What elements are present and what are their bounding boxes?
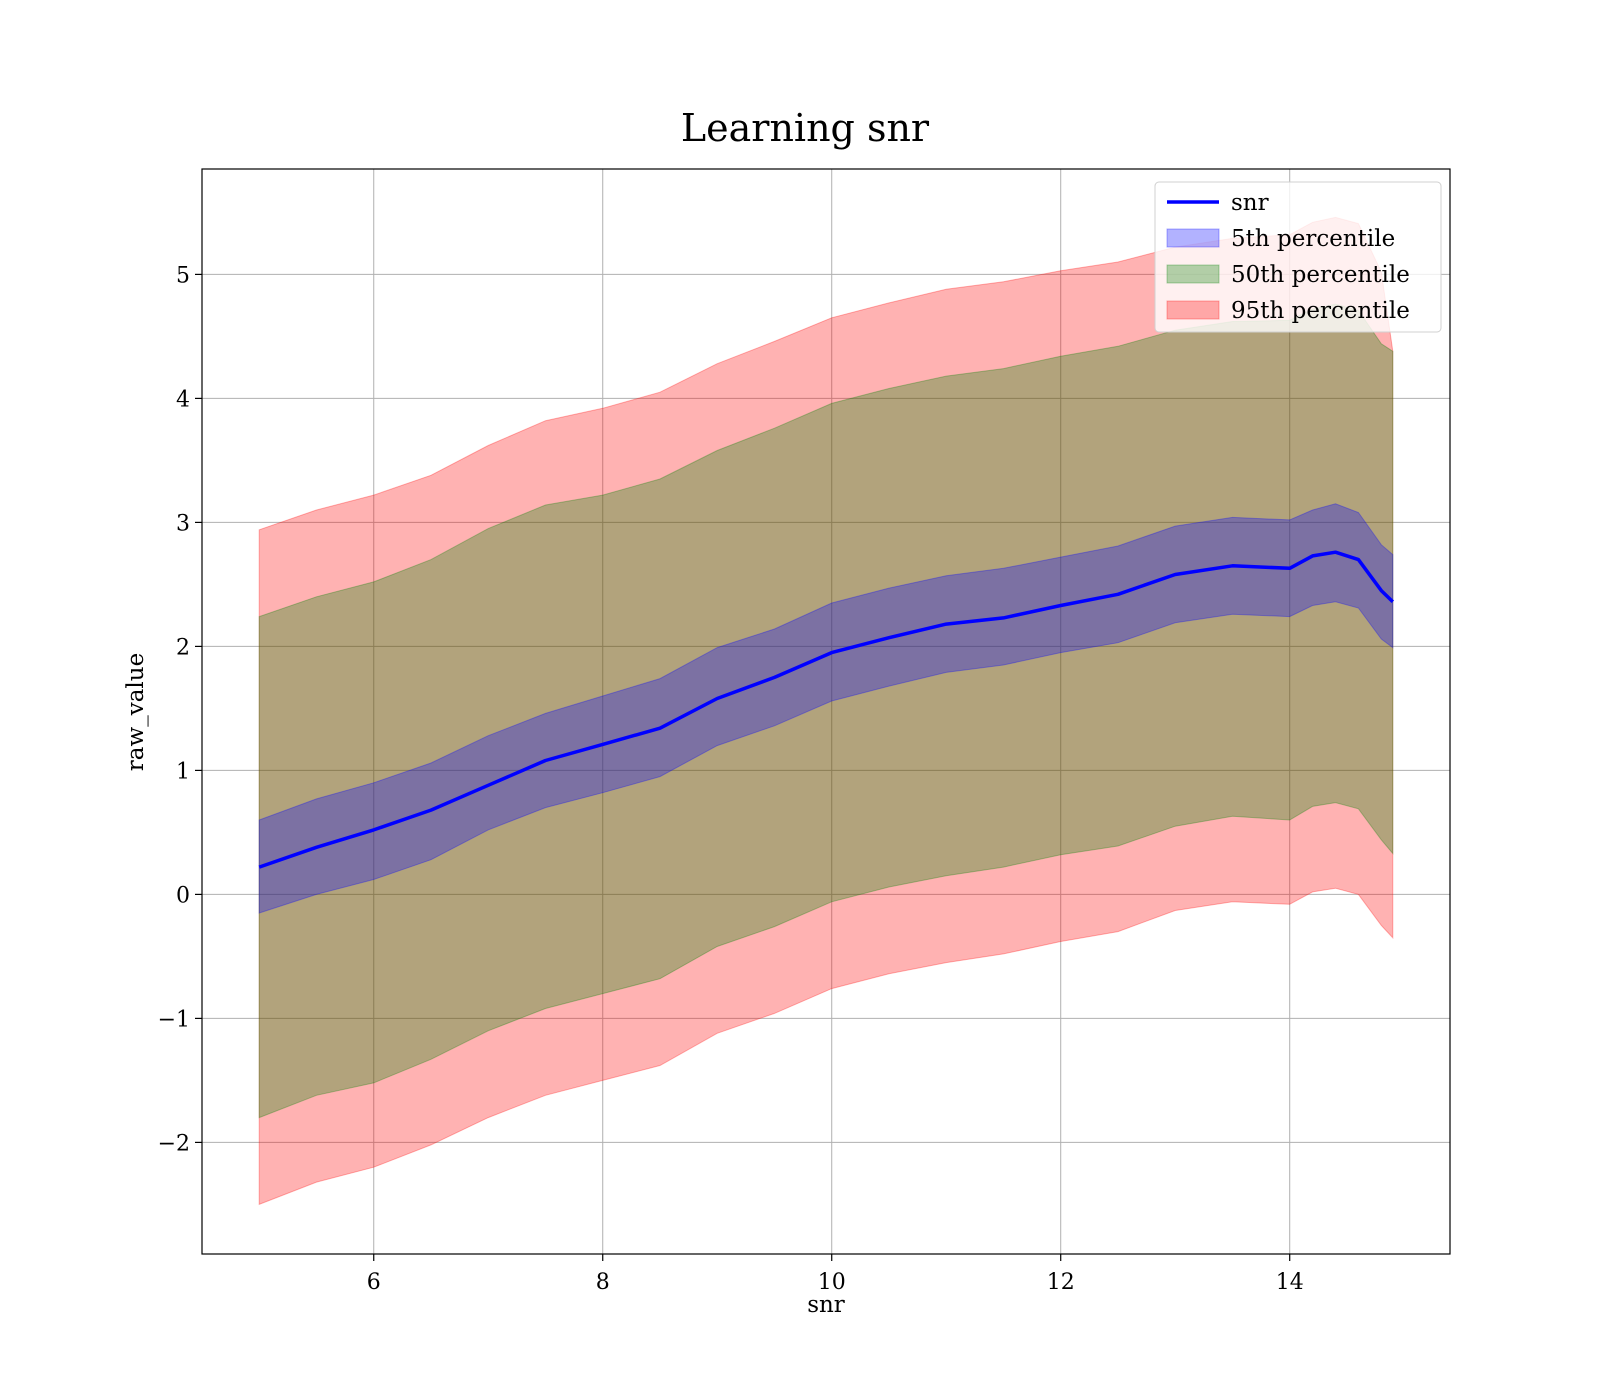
x-tick-label: 8 [596, 1270, 610, 1295]
band-50th-percentile [258, 303, 1394, 1119]
x-tick-label: 6 [367, 1270, 381, 1295]
legend-swatch-patch [1166, 264, 1220, 284]
y-tick-label: 3 [176, 511, 190, 536]
plot-frame [201, 168, 1451, 1255]
band-95th-percentile [258, 216, 1394, 1206]
y-tick-label: 5 [176, 263, 190, 288]
legend-label: snr [1231, 190, 1269, 216]
y-tick-label: 2 [176, 635, 190, 660]
legend-swatch-patch [1166, 300, 1220, 320]
legend-label: 5th percentile [1231, 226, 1395, 252]
legend-label: 50th percentile [1231, 262, 1410, 288]
x-tick-label: 10 [818, 1270, 846, 1295]
y-tick-label: 0 [176, 883, 190, 908]
y-tick-label: 1 [176, 759, 190, 784]
x-tick-label: 14 [1276, 1270, 1304, 1295]
y-tick-label: −2 [158, 1131, 190, 1156]
series-line-snr [258, 550, 1395, 869]
legend-box [1154, 181, 1442, 333]
percentile-bands [258, 216, 1394, 1206]
series-lines [258, 550, 1395, 869]
x-axis-ticks: 6 8 10 12 14 [367, 1254, 1304, 1295]
legend-swatch-patch [1166, 228, 1220, 248]
legend-label: 95th percentile [1231, 298, 1410, 324]
x-axis-label: snr [807, 1292, 845, 1318]
y-tick-label: 4 [176, 387, 190, 412]
x-tick-label: 12 [1047, 1270, 1075, 1295]
band-5th-percentile [258, 503, 1394, 914]
y-tick-label: −1 [158, 1007, 190, 1032]
y-axis-label: raw_value [123, 653, 149, 771]
chart-title: Learning snr [681, 106, 930, 150]
y-axis-ticks: −2 −1 0 1 2 3 4 5 [158, 263, 202, 1156]
legend: snr 5th percentile 50th percentile 95th per… [1154, 181, 1442, 333]
